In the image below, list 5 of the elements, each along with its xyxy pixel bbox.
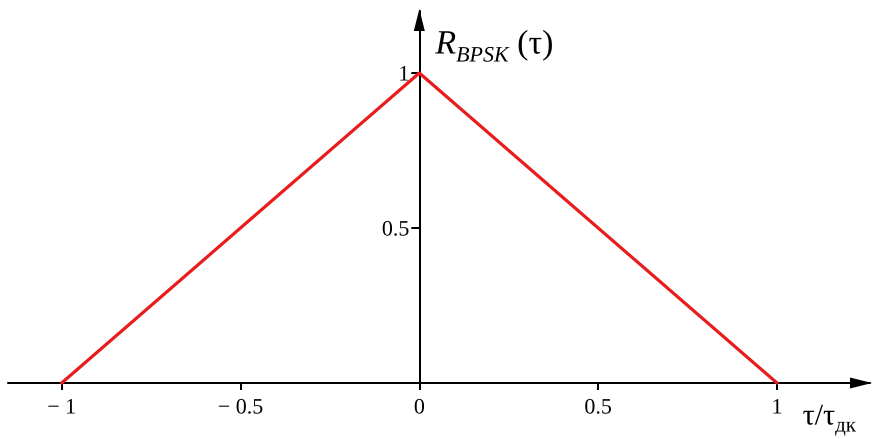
x-tick-label: − 1 [47,394,76,418]
x-tick-label: 0.5 [584,394,612,418]
x-tick-label: − 0.5 [218,394,264,418]
x-tick-label: 0 [414,394,425,418]
x-tick-label: 1 [772,394,783,418]
